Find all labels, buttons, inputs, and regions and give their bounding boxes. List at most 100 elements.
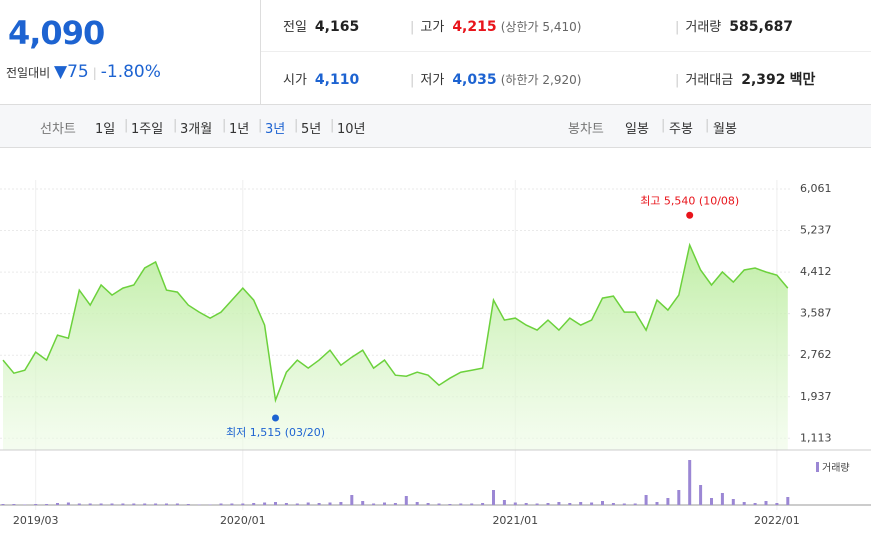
volume-bar (23, 504, 27, 505)
summary-value: 585,687 (729, 19, 794, 35)
y-tick-label: 2,762 (800, 348, 832, 361)
volume-bar (165, 503, 168, 505)
volume-bar (426, 503, 430, 505)
separator: | (410, 20, 415, 35)
summary-label: 거래대금 (685, 73, 734, 88)
volume-bar (601, 501, 604, 505)
volume-bar (230, 503, 234, 505)
y-tick-label: 5,237 (800, 224, 832, 237)
summary-cell: | 거래대금 2,392 백만 (675, 69, 815, 89)
x-tick-label: 2022/01 (754, 514, 800, 527)
period-tab[interactable]: 1주일 (131, 122, 164, 137)
volume-bar (590, 502, 594, 505)
volume-bar (786, 497, 790, 505)
summary-cell: | 저가 4,035 (하한가 2,920) (410, 69, 581, 88)
price-line (2, 242, 789, 404)
y-tick-label: 1,113 (800, 431, 832, 444)
summary-cell: | 고가 4,215 (상한가 5,410) (410, 16, 581, 35)
volume-bar (775, 503, 779, 505)
down-arrow: ▼ (54, 62, 68, 82)
volume-bar (56, 503, 59, 505)
volume-bar (470, 503, 474, 505)
legend-swatch (816, 462, 819, 472)
volume-bar (524, 503, 528, 505)
separator: | (675, 73, 680, 88)
extreme-label: 최고 5,540 (10/08) (640, 194, 739, 207)
change: 전일대비 ▼75 | -1.80% (6, 62, 161, 82)
volume-bar (252, 503, 256, 505)
summary-cell: 시가 4,110 (283, 69, 359, 88)
period-tab[interactable]: 3개월 (180, 122, 213, 137)
summary-value: 4,165 (314, 19, 360, 35)
volume-bar (393, 503, 397, 505)
change-label: 전일대비 (6, 66, 51, 80)
volume-bar (720, 493, 724, 505)
volume-bar (688, 460, 692, 505)
y-tick-label: 3,587 (800, 307, 832, 320)
candle-tab[interactable]: 일봉 (625, 122, 649, 137)
extreme-label: 최저 1,515 (03/20) (226, 426, 325, 439)
volume-bar (699, 485, 703, 505)
volume-bar (77, 503, 81, 505)
volume-bar (12, 504, 16, 505)
period-tab[interactable]: 5년 (301, 122, 322, 137)
separator: | (222, 118, 227, 133)
separator: | (330, 118, 335, 133)
summary-label: 저가 (420, 73, 445, 88)
volume-bar (644, 495, 648, 505)
summary-label: 시가 (283, 73, 307, 88)
separator: | (258, 118, 263, 133)
volume-bar (655, 502, 659, 505)
period-tab[interactable]: 1일 (95, 122, 116, 137)
summary-note: (하한가 2,920) (500, 73, 582, 87)
volume-bar (45, 504, 49, 505)
divider (260, 0, 261, 104)
change-pct: -1.80% (100, 62, 161, 82)
x-tick-label: 2019/03 (13, 514, 59, 527)
summary-label: 전일 (283, 20, 307, 35)
volume-bar (557, 502, 561, 505)
volume-bar (1, 504, 5, 505)
separator: | (705, 118, 710, 133)
volume-bar (317, 503, 321, 505)
volume-bar (274, 502, 277, 505)
separator: | (294, 118, 299, 133)
volume-bar (372, 503, 376, 505)
legend-label: 거래량 (822, 462, 850, 474)
volume-bar (677, 490, 681, 505)
volume-bar (197, 504, 201, 505)
volume-bar (437, 503, 441, 505)
period-tab[interactable]: 3년 (265, 122, 286, 137)
change-value: 75 (67, 62, 89, 82)
period-tab[interactable]: 10년 (337, 122, 366, 137)
volume-bar (284, 503, 288, 505)
volume-bar (481, 503, 485, 505)
summary-value: 2,392 (741, 72, 786, 88)
y-tick-label: 4,412 (800, 265, 832, 278)
summary-unit: 백만 (789, 72, 816, 88)
volume-bar (383, 502, 386, 505)
volume-bar (502, 500, 506, 505)
summary-label: 거래량 (685, 20, 722, 35)
volume-bar (742, 502, 746, 505)
volume-bar (404, 496, 408, 505)
candle-tab[interactable]: 월봉 (713, 122, 737, 137)
volume-bar (143, 503, 147, 505)
volume-bar (121, 503, 125, 505)
period-tab[interactable]: 1년 (229, 122, 250, 137)
volume-bar (186, 504, 190, 505)
divider (261, 51, 871, 52)
volume-bar (66, 502, 70, 505)
volume-bar (622, 503, 626, 505)
price: 4,090 (8, 14, 105, 52)
x-tick-label: 2020/01 (220, 514, 266, 527)
volume-bar (415, 502, 419, 505)
volume-bar (219, 503, 223, 505)
candle-tab[interactable]: 주봉 (669, 122, 693, 137)
volume-bar (361, 501, 365, 505)
volume-bar (666, 498, 670, 505)
volume-bar (208, 504, 212, 505)
separator: | (124, 118, 129, 133)
tab-group-label: 선차트 (40, 122, 76, 137)
